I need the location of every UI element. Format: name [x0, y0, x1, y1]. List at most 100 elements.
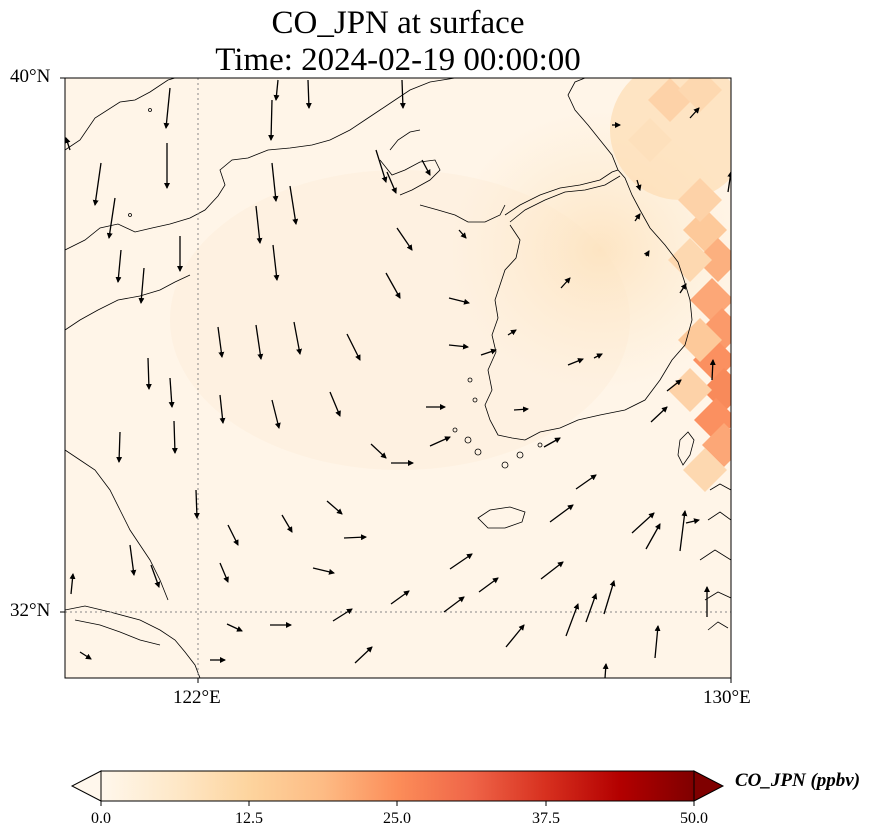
wind-arrow [575, 474, 597, 490]
wind-arrow [643, 250, 650, 257]
lon-tick-130e: 130°E [703, 687, 751, 708]
colorbar-min-extend [70, 770, 102, 802]
wind-arrow [65, 137, 71, 151]
wind-arrow [449, 553, 473, 570]
wind-arrow [289, 185, 299, 225]
colorbar-max-extend [693, 770, 725, 802]
colorbar-tick-12-5: 12.5 [235, 810, 263, 827]
wind-arrow [645, 523, 661, 550]
wind-arrow [602, 663, 609, 678]
wind-arrow [281, 514, 293, 533]
map-title-line1: CO_JPN at surface [271, 5, 525, 41]
wind-arrow [293, 321, 303, 355]
concentration-cell [678, 78, 722, 112]
concentration-cell [700, 308, 731, 352]
wind-arrow [138, 267, 145, 304]
wind-arrow [650, 406, 668, 423]
map-frame [64, 77, 732, 679]
wind-arrow [329, 391, 341, 417]
wind-arrow [255, 324, 264, 360]
wind-arrow [272, 244, 280, 281]
wind-arrow [219, 562, 229, 583]
wind-arrow [326, 500, 343, 515]
wind-arrow [634, 213, 641, 222]
wind-arrow [421, 159, 431, 176]
wind-arrow [69, 573, 76, 595]
wind-arrow [171, 420, 178, 454]
wind-arrow [679, 510, 688, 552]
wind-arrow [332, 608, 353, 622]
wind-arrow [478, 577, 499, 593]
colorbar-tick-0: 0.0 [91, 810, 111, 827]
wind-arrow [386, 171, 397, 194]
wind-arrow [219, 394, 226, 424]
wind-arrow [666, 379, 682, 392]
wind-arrow [226, 623, 243, 632]
wind-arrow [567, 358, 584, 366]
gridlines [65, 78, 731, 678]
wind-arrow [448, 343, 469, 350]
lat-tick-32n: 32°N [10, 600, 51, 621]
wind-arrow [92, 162, 102, 206]
wind-arrow [193, 489, 200, 519]
wind-arrow [370, 443, 387, 459]
wind-vectors [65, 79, 731, 678]
wind-arrow [399, 79, 406, 109]
colorbar [70, 770, 725, 806]
wind-arrow [168, 377, 175, 408]
lon-tick-122e: 122°E [173, 687, 221, 708]
wind-arrow [145, 357, 152, 390]
colorbar-label: CO_JPN (ppbv) [735, 770, 861, 791]
wind-arrow [505, 624, 525, 648]
wind-arrow [429, 436, 451, 447]
concentration-cell [702, 368, 731, 412]
wind-arrow [312, 567, 335, 575]
wind-arrow [227, 524, 239, 546]
lat-tick-40n: 40°N [10, 66, 51, 87]
wind-arrow [603, 580, 616, 615]
wind-arrow [585, 593, 598, 623]
wind-arrow [565, 603, 580, 637]
wind-arrow [354, 646, 373, 664]
concentration-cell [668, 238, 712, 282]
wind-arrow [116, 431, 123, 463]
wind-arrow [268, 99, 275, 141]
concentration-cell [683, 448, 727, 492]
wind-arrow [396, 227, 413, 251]
concentration-cell [696, 238, 731, 282]
wind-arrow [271, 162, 279, 202]
wind-arrow [271, 399, 281, 429]
wind-arrow [543, 437, 561, 448]
wind-arrow [513, 406, 529, 413]
wind-arrow [150, 564, 161, 588]
wind-arrow [385, 272, 401, 299]
wind-arrow [255, 205, 263, 244]
concentration-cell [628, 118, 672, 162]
wind-arrow [448, 297, 470, 305]
wind-arrow [305, 79, 312, 109]
wind-arrow [346, 333, 361, 361]
wind-arrow [129, 544, 137, 576]
wind-arrow [115, 249, 122, 283]
axis-tick-marks [60, 77, 732, 683]
wind-arrow [635, 179, 642, 191]
high-concentration-cells [628, 78, 731, 492]
wind-arrow [549, 504, 574, 523]
wind-arrow [709, 359, 716, 381]
wind-arrow [217, 326, 225, 358]
wind-arrow [443, 596, 465, 613]
concentration-cell [668, 368, 712, 412]
wind-arrow [507, 329, 517, 336]
concentration-cell [678, 178, 722, 222]
wind-arrow [679, 283, 687, 294]
wind-arrow [560, 277, 571, 289]
wind-arrow [540, 561, 564, 580]
wind-arrow [390, 590, 410, 605]
wind-arrow [685, 518, 700, 525]
colorbar-tick-50: 50.0 [680, 810, 708, 827]
wind-arrow [480, 348, 497, 356]
colorbar-tick-25: 25.0 [383, 810, 411, 827]
concentration-cell [702, 423, 731, 467]
map-title-line2: Time: 2024-02-19 00:00:00 [215, 42, 581, 78]
